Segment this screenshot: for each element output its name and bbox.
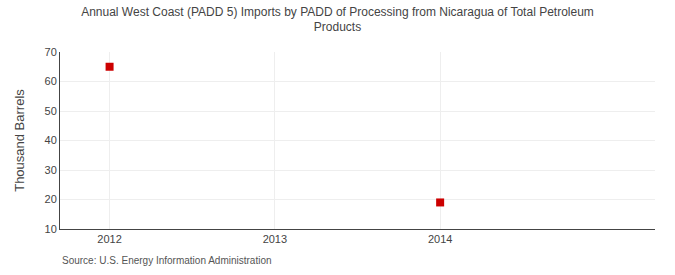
svg-text:2012: 2012 [97, 233, 121, 245]
svg-text:70: 70 [45, 46, 57, 58]
svg-text:10: 10 [45, 223, 57, 235]
svg-text:Source: U.S. Energy Informatio: Source: U.S. Energy Information Administ… [62, 255, 272, 266]
svg-text:2013: 2013 [263, 233, 287, 245]
svg-text:30: 30 [45, 164, 57, 176]
svg-text:Thousand Barrels: Thousand Barrels [12, 89, 27, 192]
svg-text:40: 40 [45, 134, 57, 146]
svg-text:20: 20 [45, 193, 57, 205]
svg-text:2014: 2014 [428, 233, 452, 245]
svg-text:50: 50 [45, 105, 57, 117]
svg-text:60: 60 [45, 75, 57, 87]
svg-text:Annual West Coast (PADD 5) Imp: Annual West Coast (PADD 5) Imports by PA… [81, 5, 594, 35]
